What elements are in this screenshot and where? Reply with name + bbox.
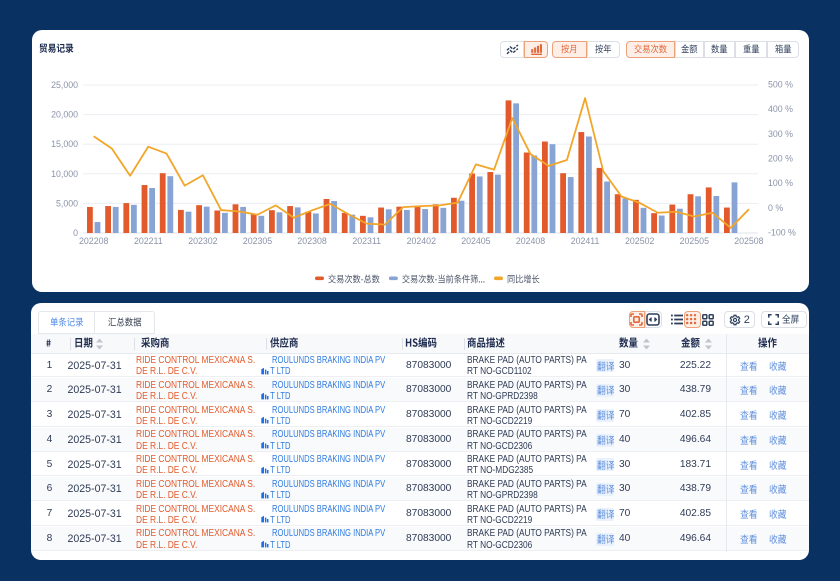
svg-text:400 %: 400 % [768, 104, 793, 114]
svg-text:202305: 202305 [243, 236, 272, 246]
svg-text:202508: 202508 [734, 236, 763, 246]
svg-text:0: 0 [73, 228, 78, 238]
svg-text:202211: 202211 [134, 236, 163, 246]
svg-text:200 %: 200 % [768, 154, 793, 164]
svg-text:202505: 202505 [680, 236, 709, 246]
svg-text:202502: 202502 [625, 236, 654, 246]
svg-text:20,000: 20,000 [51, 110, 78, 120]
svg-text:202405: 202405 [461, 236, 490, 246]
svg-text:5,000: 5,000 [56, 198, 78, 208]
svg-text:202311: 202311 [352, 236, 381, 246]
svg-text:300 %: 300 % [768, 129, 793, 139]
svg-text:500 %: 500 % [768, 80, 793, 90]
svg-text:25,000: 25,000 [51, 80, 78, 90]
svg-text:202411: 202411 [571, 236, 600, 246]
svg-text:0 %: 0 % [768, 203, 783, 213]
svg-text:202408: 202408 [516, 236, 545, 246]
svg-text:202402: 202402 [407, 236, 436, 246]
svg-text:100 %: 100 % [768, 178, 793, 188]
svg-text:202308: 202308 [297, 236, 326, 246]
svg-text:202208: 202208 [79, 236, 108, 246]
svg-text:202302: 202302 [188, 236, 217, 246]
svg-text:10,000: 10,000 [51, 169, 78, 179]
svg-text:15,000: 15,000 [51, 139, 78, 149]
svg-text:-100 %: -100 % [768, 228, 796, 238]
